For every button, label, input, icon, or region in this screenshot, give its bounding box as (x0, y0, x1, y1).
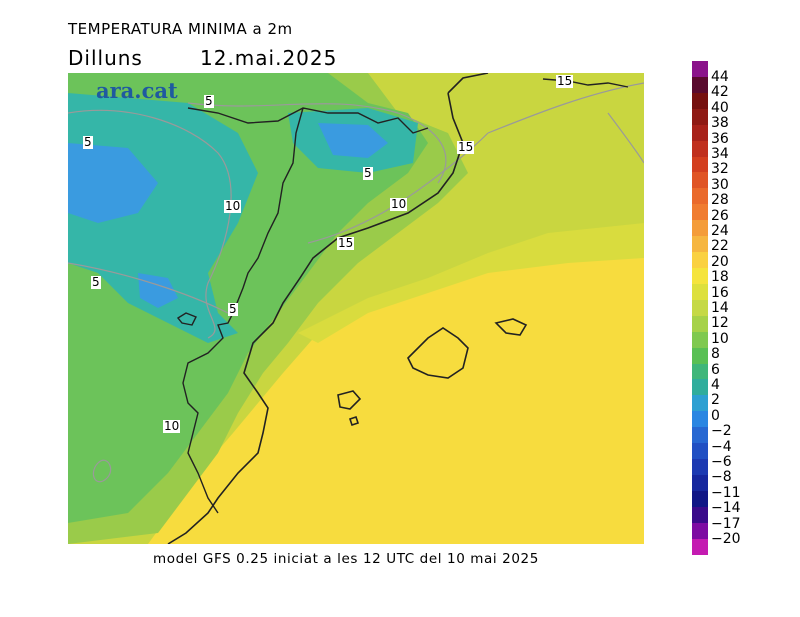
legend-swatch (692, 331, 708, 348)
deep-cold-zone-pyrenees (318, 123, 388, 158)
legend-swatch (692, 252, 708, 268)
legend-tick-label: 32 (711, 161, 729, 178)
legend-swatch (692, 140, 708, 157)
legend-swatch (692, 61, 708, 77)
legend-swatch (692, 76, 708, 93)
legend-color-bar (692, 61, 708, 555)
contour-label: 5 (83, 135, 93, 149)
legend-swatch (692, 522, 708, 539)
legend-swatch (692, 92, 708, 109)
legend-swatch (692, 188, 708, 205)
contour-line (68, 262, 229, 314)
legend-tick-label: 36 (711, 130, 729, 147)
contour-label: 10 (390, 197, 408, 211)
deep-cold-zone (68, 143, 158, 223)
contour-label: 5 (363, 166, 373, 180)
legend-tick-label: 28 (711, 192, 729, 209)
contour-line (187, 102, 447, 184)
chart-title: TEMPERATURA MINIMA a 2m (68, 20, 293, 38)
contour-label: 15 (457, 140, 475, 154)
contour-line (607, 112, 644, 164)
legend-swatch (692, 283, 708, 300)
contour-label: 5 (204, 94, 214, 108)
legend-tick-label: 6 (711, 361, 720, 378)
legend-swatch (692, 427, 708, 444)
contour-label: 15 (556, 74, 574, 88)
legend-tick-label: 8 (711, 346, 720, 363)
legend-swatch (692, 299, 708, 316)
legend-swatch (692, 156, 708, 173)
model-run-caption: model GFS 0.25 iniciat a les 12 UTC del … (153, 551, 539, 567)
legend-swatch (692, 236, 708, 253)
legend-swatch (692, 379, 708, 396)
contour-label: 5 (228, 302, 238, 316)
legend-tick-label: −17 (711, 515, 741, 532)
legend-tick-label: 20 (711, 253, 729, 270)
sea-warm-area (148, 253, 644, 544)
legend-swatch (692, 315, 708, 332)
legend-swatch (692, 108, 708, 125)
legend-tick-label: 40 (711, 99, 729, 116)
legend-tick-label: 42 (711, 84, 729, 101)
forecast-date-line: Dilluns 12.mai.2025 (68, 46, 336, 70)
island-eivissa (337, 390, 362, 410)
legend-tick-label: −20 (711, 531, 741, 547)
legend-swatch (692, 490, 708, 507)
brand-logo: ara.cat (96, 78, 178, 103)
contour-label: 10 (163, 419, 181, 433)
contour-label: 15 (337, 236, 355, 250)
legend-swatch (692, 363, 708, 380)
legend-swatch (692, 220, 708, 237)
island-menorca (494, 318, 528, 336)
legend-swatch (692, 443, 708, 460)
legend-tick-label: −8 (711, 469, 732, 486)
contour-label: 10 (224, 199, 242, 213)
contour-line (92, 459, 112, 483)
legend-tick-label: 2 (711, 392, 720, 409)
legend-tick-label: 44 (711, 69, 729, 85)
legend-tick-label: 0 (711, 407, 720, 424)
legend-tick-label: −11 (711, 484, 741, 501)
legend-tick-label: 18 (711, 269, 729, 286)
contour-line (68, 109, 232, 339)
legend-swatch (692, 347, 708, 364)
legend-tick-label: 26 (711, 207, 729, 224)
temperature-map (68, 73, 644, 544)
legend-tick-label: 34 (711, 146, 729, 162)
legend-tick-label: 30 (711, 176, 729, 193)
legend-tick-label: 38 (711, 115, 729, 132)
islet (176, 312, 197, 326)
legend-tick-label: −6 (711, 454, 732, 470)
border-line (182, 107, 429, 514)
legend-swatch (692, 172, 708, 189)
legend-tick-label: −4 (711, 438, 732, 455)
legend-swatch (692, 474, 708, 491)
legend-swatch (692, 459, 708, 475)
coastline (167, 73, 489, 544)
day-name: Dilluns (68, 46, 143, 70)
legend-swatch (692, 506, 708, 523)
legend-swatch (692, 395, 708, 412)
legend-swatch (692, 538, 708, 555)
legend-tick-label: 4 (711, 377, 720, 393)
legend-swatch (692, 267, 708, 284)
legend-tick-label: −2 (711, 423, 732, 440)
legend-tick-label: 12 (711, 315, 729, 332)
island-formentera (348, 415, 360, 427)
legend-tick-label: 16 (711, 284, 729, 301)
legend-swatch (692, 204, 708, 221)
island-mallorca (407, 327, 469, 379)
legend-tick-label: 22 (711, 238, 729, 255)
legend-tick-label: −14 (711, 500, 741, 517)
legend-swatch (692, 411, 708, 428)
forecast-date: 12.mai.2025 (200, 46, 338, 70)
legend-tick-label: 24 (711, 223, 729, 239)
sea-mild-area (298, 223, 644, 343)
map-canvas (68, 73, 644, 544)
legend-tick-label: 14 (711, 300, 729, 316)
legend-tick-label: 10 (711, 330, 729, 347)
contour-label: 5 (91, 275, 101, 289)
legend-swatch (692, 124, 708, 141)
